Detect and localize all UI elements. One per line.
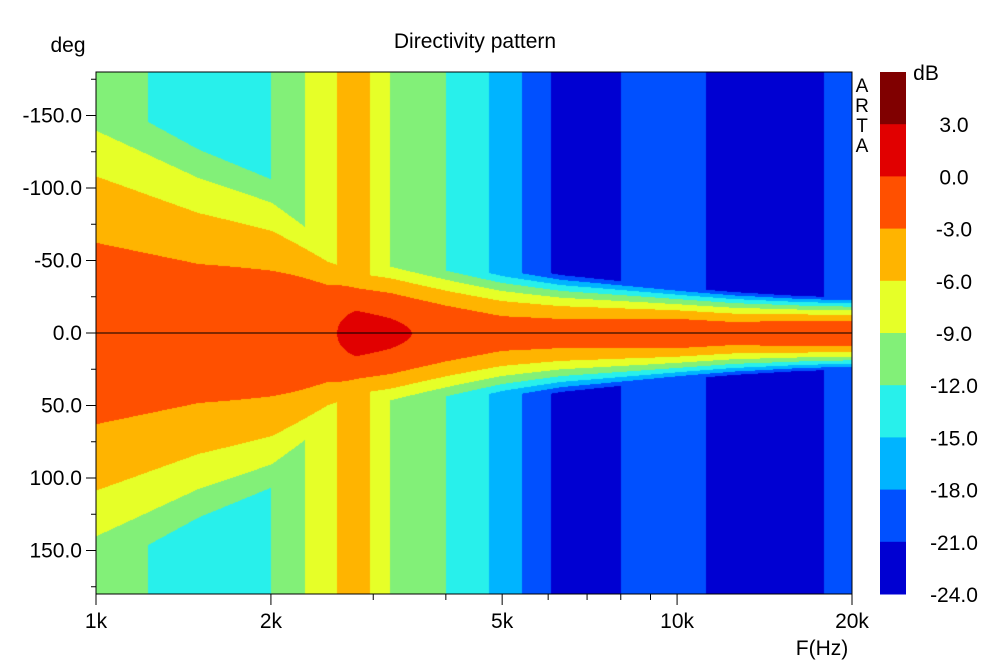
colorbar-swatch [880,385,906,438]
watermark-letter-t: T [856,116,868,137]
y-tick-label: -150.0 [22,105,82,128]
y-tick-label: 0.0 [53,322,82,345]
chart-title: Directivity pattern [394,30,556,53]
x-tick-label: 20k [835,610,869,633]
colorbar-swatch [880,176,906,230]
x-tick-label: 1k [85,610,108,633]
colorbar-swatch [880,72,906,125]
colorbar-swatch [880,124,906,177]
colorbar-tick-label: -9.0 [936,323,972,346]
colorbar-unit: dB [913,62,939,85]
colorbar-tick-label: -6.0 [936,271,972,294]
colorbar-swatch [880,437,906,491]
watermark-letter-a2: A [856,136,869,157]
x-axis: 1k 2k 5k 10k 20k [85,594,869,633]
colorbar: dB 3.0 0.0 -3.0 -6.0 -9.0 -12.0 -15.0 -18.0 -21.… [880,62,978,607]
y-axis-label: deg [50,34,85,57]
y-tick-label: 150.0 [29,540,82,563]
colorbar-tick-label: -24.0 [930,584,978,607]
colorbar-tick-labels: 3.0 0.0 -3.0 -6.0 -9.0 -12.0 -15.0 -18.0 -21.0 -2… [930,114,978,607]
watermark-letter-r: R [855,96,869,117]
y-tick-label: -100.0 [22,177,82,200]
y-axis: -150.0 -100.0 -50.0 0.0 50.0 100.0 150.0 [22,78,96,588]
x-tick-label: 2k [260,610,283,633]
colorbar-tick-label: -15.0 [930,427,978,450]
colorbar-tick-label: -12.0 [930,375,978,398]
colorbar-tick-label: -18.0 [930,480,978,503]
colorbar-swatch [880,489,906,543]
y-tick-label: -50.0 [34,250,82,273]
colorbar-swatches [880,72,906,595]
arta-watermark: A R T A [855,76,869,157]
colorbar-swatch [880,541,906,595]
y-tick-label: 100.0 [29,467,82,490]
colorbar-tick-label: 0.0 [939,166,968,189]
watermark-letter-a1: A [856,76,869,97]
colorbar-swatch [880,228,906,282]
colorbar-swatch [880,333,906,386]
colorbar-tick-label: 3.0 [939,114,968,137]
colorbar-tick-label: -3.0 [936,219,972,242]
x-tick-label: 10k [660,610,694,633]
x-tick-label: 5k [491,610,514,633]
y-tick-label: 50.0 [41,395,82,418]
colorbar-tick-label: -21.0 [930,532,978,555]
colorbar-swatch [880,280,906,334]
x-axis-label: F(Hz) [796,637,848,660]
